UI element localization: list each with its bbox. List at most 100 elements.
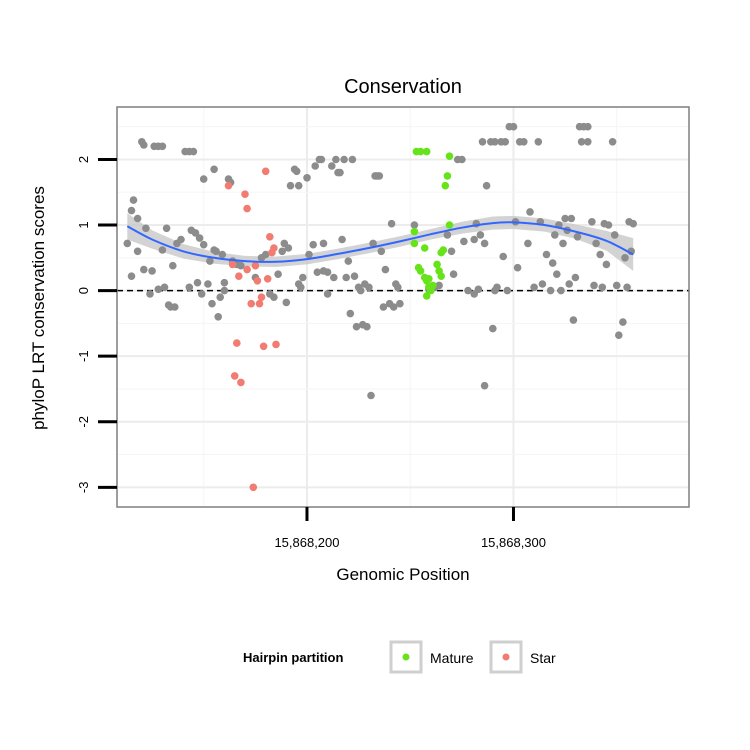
point-other xyxy=(501,138,510,146)
point-other xyxy=(146,290,154,298)
point-other xyxy=(571,273,580,282)
point-star xyxy=(263,275,272,283)
point-other xyxy=(551,231,559,239)
point-mature xyxy=(445,152,454,160)
point-other xyxy=(129,196,138,204)
point-other xyxy=(509,122,518,131)
point-star xyxy=(272,340,280,349)
point-other xyxy=(367,391,375,400)
point-star xyxy=(235,272,243,281)
point-other xyxy=(332,155,340,164)
point-other xyxy=(604,221,613,229)
point-mature xyxy=(416,147,425,156)
point-mature xyxy=(425,275,433,283)
point-mature xyxy=(433,260,441,269)
plot-panel-border xyxy=(116,106,690,508)
point-mature xyxy=(422,292,431,300)
point-other xyxy=(323,268,332,277)
point-other xyxy=(204,280,212,288)
legend-swatch-star xyxy=(502,653,510,661)
point-star xyxy=(243,265,251,274)
point-other xyxy=(148,267,156,275)
legend-swatch-mature xyxy=(402,653,410,661)
point-other xyxy=(342,273,351,282)
point-other xyxy=(158,142,167,151)
axes: -3 -2 -1 0 1 2 15,868,200 15,868,300 xyxy=(76,156,546,550)
point-other xyxy=(596,250,604,259)
point-other xyxy=(127,272,136,281)
point-star xyxy=(224,181,233,190)
point-other xyxy=(460,237,468,246)
point-other xyxy=(278,247,287,256)
point-other xyxy=(584,138,592,146)
point-other xyxy=(598,283,607,292)
point-other xyxy=(286,181,295,190)
point-other xyxy=(534,138,543,146)
point-other xyxy=(389,303,398,311)
point-other xyxy=(608,138,617,146)
point-other xyxy=(615,331,623,340)
point-other xyxy=(602,260,611,269)
point-star xyxy=(237,378,245,387)
point-star xyxy=(230,372,239,380)
point-other xyxy=(520,138,528,146)
point-other xyxy=(365,283,373,292)
point-other xyxy=(588,218,596,226)
point-other xyxy=(154,285,163,294)
point-other xyxy=(548,259,557,267)
point-other xyxy=(340,155,348,164)
point-other xyxy=(218,250,227,259)
smooth-trend-line xyxy=(126,221,634,263)
legend-label-mature: Mature xyxy=(430,650,474,666)
point-other xyxy=(577,138,586,146)
point-other xyxy=(379,303,388,311)
point-other xyxy=(375,172,384,180)
point-other xyxy=(313,268,322,277)
legend-title: Hairpin partition xyxy=(243,650,343,665)
point-other xyxy=(206,257,214,265)
point-other xyxy=(629,219,637,228)
y-tick-label: 2 xyxy=(76,156,91,163)
y-tick-label: -3 xyxy=(76,482,91,494)
point-other xyxy=(352,322,361,331)
y-tick-label: -2 xyxy=(76,416,91,428)
point-other xyxy=(478,138,487,146)
point-other xyxy=(292,167,301,176)
point-other xyxy=(530,283,538,292)
point-star xyxy=(243,204,251,213)
point-other xyxy=(480,381,489,390)
point-other xyxy=(197,290,206,298)
point-other xyxy=(193,278,202,287)
x-tick-label: 15,868,200 xyxy=(274,535,339,550)
legend-label-star: Star xyxy=(530,650,556,666)
point-mature xyxy=(429,281,437,290)
point-other xyxy=(216,293,224,302)
point-other xyxy=(542,250,551,259)
point-other xyxy=(303,174,311,182)
point-other xyxy=(592,239,600,248)
y-tick-label: 0 xyxy=(76,287,91,294)
point-other xyxy=(557,286,565,295)
point-other xyxy=(305,250,313,259)
point-other xyxy=(499,252,508,261)
point-other xyxy=(619,318,627,326)
point-other xyxy=(476,231,485,239)
point-mature xyxy=(410,239,419,248)
point-other xyxy=(220,286,229,295)
point-other xyxy=(171,303,179,311)
point-other xyxy=(369,239,377,248)
point-other xyxy=(449,270,458,279)
point-other xyxy=(480,239,489,248)
point-other xyxy=(214,313,222,321)
point-mature xyxy=(439,246,448,254)
point-other xyxy=(311,162,320,170)
point-other xyxy=(282,298,291,307)
point-other xyxy=(513,263,522,272)
point-other xyxy=(189,147,198,156)
point-other xyxy=(270,293,278,302)
point-star xyxy=(247,299,255,308)
point-other xyxy=(199,175,208,183)
point-other xyxy=(160,283,169,292)
point-other xyxy=(610,231,619,239)
